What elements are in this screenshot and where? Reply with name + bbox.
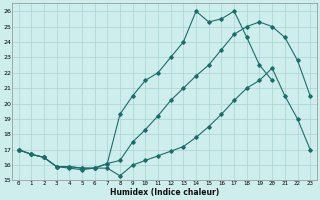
X-axis label: Humidex (Indice chaleur): Humidex (Indice chaleur) [110, 188, 219, 197]
